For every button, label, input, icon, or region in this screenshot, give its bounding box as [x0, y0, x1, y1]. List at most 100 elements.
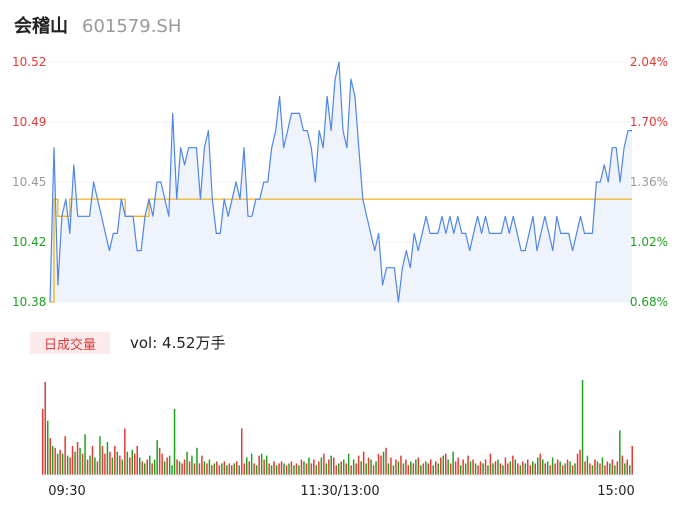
- volume-bar: [631, 445, 633, 475]
- volume-bar: [527, 459, 529, 475]
- volume-bar: [246, 457, 248, 475]
- volume-bar: [54, 447, 56, 475]
- volume-bar: [178, 461, 181, 475]
- volume-bar: [574, 463, 576, 475]
- volume-bar: [79, 447, 81, 475]
- volume-bar: [407, 465, 410, 475]
- volume-bar: [233, 463, 235, 475]
- volume-bar: [405, 459, 407, 475]
- volume-bar: [288, 463, 290, 475]
- volume-bar: [126, 451, 129, 475]
- y-axis-right: 2.04% 1.70% 1.36% 1.02% 0.68%: [630, 55, 668, 309]
- volume-bar: [422, 463, 425, 475]
- volume-bar: [158, 447, 161, 475]
- volume-bar: [372, 465, 375, 475]
- volume-bar: [193, 463, 196, 475]
- volume-bar: [69, 457, 71, 475]
- volume-bar: [298, 465, 300, 475]
- volume-bar: [430, 459, 432, 475]
- volume-bar: [213, 463, 216, 475]
- volume-bar: [285, 465, 288, 475]
- volume-bar: [357, 455, 360, 475]
- price-area: [50, 62, 632, 302]
- volume-bar: [532, 461, 534, 475]
- volume-bar: [512, 455, 514, 475]
- volume-bar: [320, 457, 323, 475]
- volume-bars: [42, 379, 634, 476]
- volume-bar: [370, 459, 372, 475]
- volume-bar: [64, 436, 66, 475]
- volume-bar: [529, 465, 531, 475]
- volume-bar: [305, 463, 308, 475]
- volume-bar: [524, 463, 527, 475]
- volume-bar: [328, 459, 330, 475]
- volume-bar: [121, 459, 124, 475]
- volume-bar: [477, 465, 479, 475]
- volume-bar: [333, 457, 335, 475]
- volume-bar: [420, 465, 422, 475]
- volume-bar: [84, 434, 86, 475]
- volume-bar: [464, 463, 467, 475]
- volume-bar: [569, 461, 571, 475]
- volume-bar: [263, 459, 265, 475]
- volume-bar: [231, 465, 233, 475]
- volume-bar: [542, 459, 544, 475]
- volume-bar: [564, 463, 566, 475]
- volume-bar: [228, 463, 231, 475]
- volume-bar: [454, 461, 457, 475]
- average-line: [50, 198, 632, 303]
- volume-bar: [318, 461, 320, 475]
- x-tick-label: 15:00: [597, 484, 634, 499]
- volume-bar: [457, 457, 459, 475]
- volume-bar: [89, 455, 91, 475]
- volume-bar: [390, 457, 392, 475]
- volume-bar: [437, 463, 439, 475]
- volume-bar: [208, 459, 211, 475]
- volume-bar: [335, 465, 337, 475]
- volume-bar: [315, 465, 318, 475]
- volume-bar: [86, 459, 89, 475]
- volume-bar: [42, 409, 44, 475]
- volume-bar: [221, 463, 223, 475]
- volume-bar: [469, 461, 472, 475]
- volume-bar: [347, 453, 350, 475]
- volume-bar: [186, 451, 188, 475]
- volume-bar: [599, 463, 601, 475]
- volume-bar: [387, 463, 390, 475]
- volume-bar: [546, 461, 549, 475]
- volume-bar: [76, 442, 79, 475]
- volume-bar: [101, 445, 104, 475]
- stock-name: 会稽山: [14, 16, 68, 37]
- volume-bar: [432, 465, 434, 475]
- volume-bar: [554, 463, 556, 475]
- volume-bar: [402, 463, 405, 475]
- y-tick-left: 10.52: [12, 55, 46, 69]
- volume-bar: [452, 451, 454, 475]
- volume-bar: [59, 449, 61, 475]
- volume-bar: [255, 465, 258, 475]
- volume-bar: [308, 457, 310, 475]
- volume-bar: [250, 453, 253, 475]
- volume-bar: [51, 445, 54, 475]
- volume-bar: [300, 459, 303, 475]
- price-series-line: [49, 61, 632, 303]
- volume-bar: [81, 453, 84, 475]
- volume-bar: [283, 463, 285, 475]
- volume-bar: [534, 463, 536, 475]
- price-area-fill: [50, 62, 632, 302]
- volume-bar: [417, 457, 420, 475]
- volume-bar: [472, 459, 474, 475]
- volume-bar: [397, 461, 400, 475]
- volume-bar: [352, 459, 355, 475]
- volume-bar: [141, 461, 143, 475]
- volume-bar: [392, 465, 395, 475]
- volume-bar: [621, 455, 624, 475]
- volume-badge[interactable]: 日成交量: [30, 332, 110, 354]
- volume-bar: [586, 455, 589, 475]
- volume-bar: [340, 461, 342, 475]
- volume-bar: [129, 457, 131, 475]
- volume-bar: [571, 465, 574, 475]
- volume-bar: [489, 453, 492, 475]
- volume-bar: [109, 451, 111, 475]
